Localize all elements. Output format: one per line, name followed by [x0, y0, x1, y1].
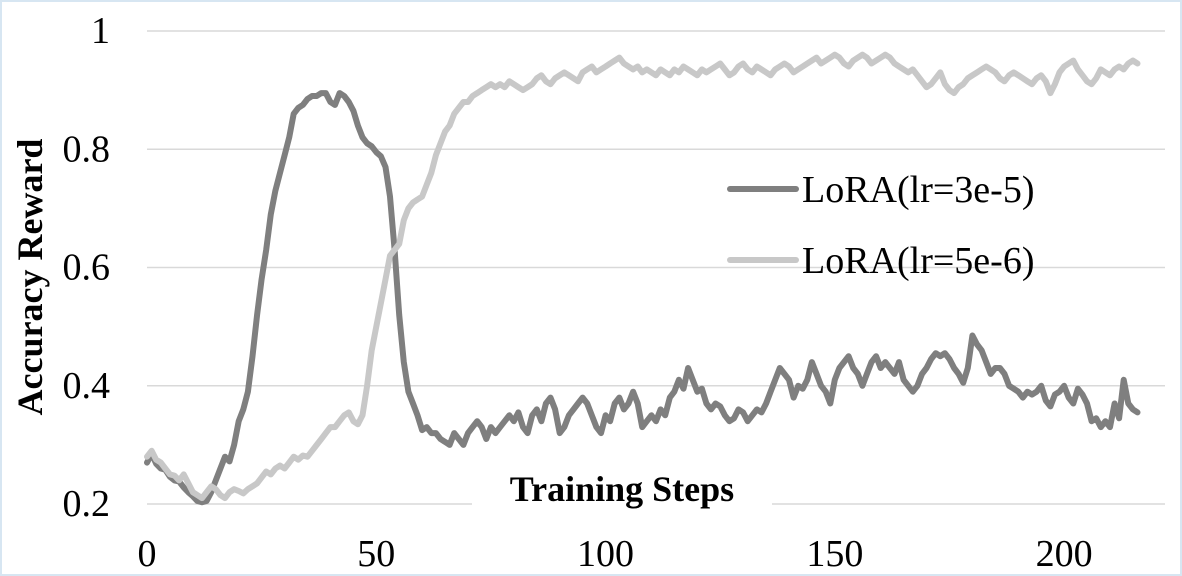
series-line-0	[144, 90, 1141, 506]
x-tick-label: 100	[577, 533, 634, 574]
x-axis-title: Training Steps	[510, 469, 734, 509]
x-tick-label: 200	[1036, 533, 1093, 574]
axis-layer: 0.2 0.4 0.6 0.8 1 0 50 100 150 200 Training Steps A…	[10, 10, 1093, 574]
y-tick-label: 0.2	[63, 483, 111, 525]
line-layer	[144, 51, 1141, 506]
y-tick-label: 1	[91, 10, 110, 52]
x-tick-label: 150	[806, 533, 863, 574]
y-tick-label: 0.8	[63, 128, 111, 170]
y-tick-label: 0.4	[63, 365, 111, 407]
legend-label-1: LoRA(lr=5e-6)	[802, 240, 1034, 282]
x-tick-label: 50	[357, 533, 395, 574]
grid-layer	[147, 30, 1165, 505]
y-tick-label: 0.6	[63, 247, 111, 289]
x-tick-label: 0	[138, 533, 157, 574]
series-line-1	[144, 51, 1141, 502]
legend: LoRA(lr=3e-5) LoRA(lr=5e-6)	[727, 169, 1034, 282]
x-axis-title-background	[472, 468, 772, 514]
legend-label-0: LoRA(lr=3e-5)	[802, 169, 1034, 211]
y-axis-title: Accuracy Reward	[10, 139, 50, 416]
